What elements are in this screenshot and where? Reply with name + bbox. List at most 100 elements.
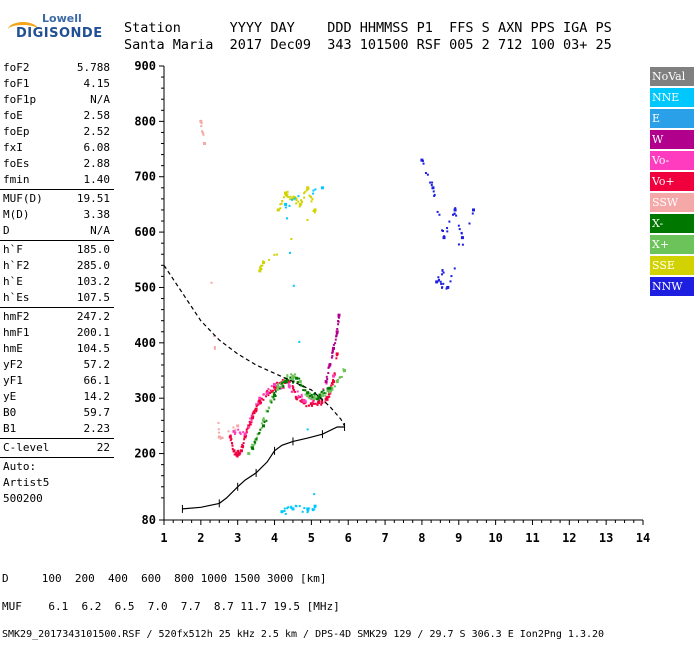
data-point xyxy=(326,397,329,400)
data-point xyxy=(247,425,250,428)
header-labels-cell: S xyxy=(481,20,498,36)
param-key: yF2 xyxy=(3,358,23,371)
data-point xyxy=(201,130,204,133)
data-point xyxy=(433,193,436,196)
header-values: Santa Maria 2017 Dec09 343 101500 RSF 00… xyxy=(124,37,620,54)
data-point xyxy=(437,276,440,279)
header-values-cell: 2017 xyxy=(229,37,271,53)
data-point xyxy=(259,402,262,405)
data-point xyxy=(246,427,249,430)
data-point xyxy=(237,451,240,454)
param-value: 19.51 xyxy=(76,192,110,205)
data-point xyxy=(291,385,294,388)
data-point xyxy=(253,410,256,413)
data-point xyxy=(337,320,340,323)
data-point xyxy=(274,388,277,391)
header-labels: Station YYYY DAY DDD HHMMSS P1 FFS S AXN… xyxy=(124,20,620,37)
data-point xyxy=(257,432,260,435)
data-point xyxy=(306,511,309,514)
param-row: foEp 2.52 xyxy=(0,124,116,140)
param-row: foEs 2.88 xyxy=(0,156,116,172)
data-point xyxy=(294,373,297,376)
data-point xyxy=(448,220,451,223)
data-point xyxy=(267,394,270,397)
data-point xyxy=(328,365,331,368)
data-point xyxy=(312,402,315,405)
data-point xyxy=(286,379,289,382)
data-point xyxy=(287,384,291,388)
data-point xyxy=(314,188,317,191)
data-point xyxy=(231,447,234,450)
data-point xyxy=(273,398,276,401)
data-point xyxy=(248,420,251,423)
data-point xyxy=(319,395,322,398)
data-point xyxy=(320,186,324,190)
header-values-cell: 101500 xyxy=(359,37,417,53)
data-point xyxy=(247,424,251,428)
data-point xyxy=(333,372,336,375)
data-point xyxy=(213,335,216,338)
data-point xyxy=(289,195,292,198)
data-point xyxy=(331,383,334,386)
data-point xyxy=(301,510,304,513)
param-value: 59.7 xyxy=(83,406,111,419)
data-point xyxy=(335,357,338,360)
data-point xyxy=(472,208,476,212)
data-point xyxy=(311,404,314,407)
param-row: yE 14.2 xyxy=(0,389,116,405)
data-point xyxy=(260,426,263,429)
legend-item: NNW xyxy=(650,277,694,298)
data-point xyxy=(230,438,233,441)
data-point xyxy=(300,201,303,204)
data-point xyxy=(286,195,289,198)
param-row: foF1p N/A xyxy=(0,92,116,108)
autoscaling-text: 500200 xyxy=(3,492,43,505)
param-key: B0 xyxy=(3,406,17,419)
param-key: C-level xyxy=(3,441,50,454)
data-point xyxy=(298,202,302,206)
data-point xyxy=(265,391,268,394)
logo-line1: Lowell xyxy=(42,12,82,25)
data-point xyxy=(203,142,207,146)
data-point xyxy=(270,385,273,388)
data-point xyxy=(288,386,291,389)
data-point xyxy=(335,352,339,356)
param-value: 247.2 xyxy=(76,310,110,323)
data-point xyxy=(273,393,277,397)
data-point xyxy=(251,443,254,446)
data-point xyxy=(297,396,300,399)
data-point xyxy=(277,385,280,388)
param-key: foF1p xyxy=(3,93,37,106)
muf-row: MUF 6.1 6.2 6.5 7.0 7.7 8.7 11.7 19.5 [M… xyxy=(2,600,340,613)
data-point xyxy=(256,433,259,436)
data-point xyxy=(440,282,443,285)
data-point xyxy=(239,432,242,435)
data-point xyxy=(332,343,335,346)
data-point xyxy=(337,316,340,319)
data-point xyxy=(292,377,295,380)
data-point xyxy=(303,400,306,403)
data-point xyxy=(279,207,282,210)
param-key: yE xyxy=(3,390,17,403)
data-point xyxy=(274,390,277,393)
data-point xyxy=(227,430,230,433)
header-values-cell: Dec09 xyxy=(270,37,328,53)
data-point xyxy=(325,395,328,398)
data-point xyxy=(442,271,445,274)
data-point xyxy=(306,218,309,221)
data-point xyxy=(343,369,347,373)
header-values-cell: 2 xyxy=(481,37,498,53)
data-point xyxy=(324,397,328,401)
param-row: hmF2 247.2 xyxy=(0,309,116,325)
header-labels-cell: PS xyxy=(595,20,620,36)
param-row: h`F 185.0 xyxy=(0,242,116,258)
data-point xyxy=(292,375,295,378)
data-point xyxy=(326,398,329,401)
data-point xyxy=(258,396,262,400)
data-point xyxy=(250,420,253,423)
data-point xyxy=(309,402,313,406)
data-point xyxy=(200,125,203,128)
data-point xyxy=(253,440,256,443)
data-point xyxy=(277,382,280,385)
data-point xyxy=(217,428,220,431)
